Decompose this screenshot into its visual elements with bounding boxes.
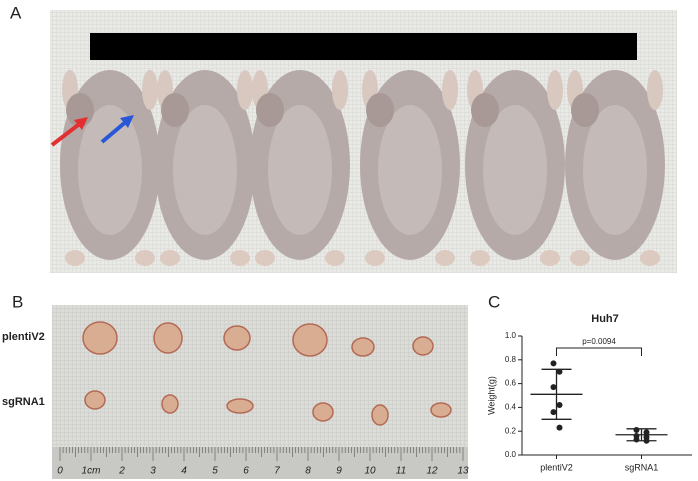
- data-point: [643, 429, 650, 436]
- y-tick-label: 0.6: [505, 379, 517, 388]
- y-axis-label: Weight(g): [486, 376, 496, 415]
- mouse-leg: [237, 70, 253, 110]
- mouse-foot: [255, 250, 275, 266]
- mouse-belly: [78, 105, 142, 235]
- mouse-belly: [483, 105, 547, 235]
- tumor: [351, 337, 375, 357]
- tumor: [412, 336, 434, 356]
- ruler-label: 6: [243, 466, 249, 477]
- panel-label: B: [12, 292, 23, 311]
- mouse-belly: [583, 105, 647, 235]
- tumor: [226, 398, 254, 414]
- arrow-head: [120, 115, 134, 128]
- ruler-label: 5: [212, 466, 218, 477]
- p-value: p=0.0094: [582, 337, 616, 346]
- row-label: plentiV2: [2, 331, 45, 343]
- photo-tumors: [52, 305, 468, 479]
- mouse-leg: [332, 70, 348, 110]
- x-tick-label: sgRNA1: [625, 462, 659, 472]
- x-tick-label: plentiV2: [540, 462, 573, 472]
- ruler-label: 8: [305, 466, 311, 477]
- tumor: [312, 402, 334, 422]
- tumor: [82, 321, 118, 355]
- ruler-label: 13: [457, 466, 469, 477]
- ruler: [52, 447, 468, 479]
- ruler-label: 4: [181, 466, 187, 477]
- photo-mice: [50, 10, 677, 273]
- mouse-foot: [470, 250, 490, 266]
- data-point: [550, 360, 557, 367]
- ruler-label: 11: [396, 466, 406, 477]
- ruler-label: 9: [336, 466, 342, 477]
- significance-bracket: [556, 347, 642, 356]
- mouse-foot: [230, 250, 250, 266]
- mouse-foot: [435, 250, 455, 266]
- tumor: [366, 93, 394, 127]
- tumor: [223, 325, 251, 351]
- mouse-leg: [442, 70, 458, 110]
- ruler-label: 12: [426, 466, 438, 477]
- tumor: [371, 404, 389, 426]
- data-point: [556, 368, 563, 375]
- mouse-foot: [365, 250, 385, 266]
- arrow-red: [50, 120, 84, 147]
- data-point: [633, 436, 640, 443]
- ruler-label: 7: [274, 466, 280, 477]
- mouse-foot: [325, 250, 345, 266]
- tumor: [153, 322, 183, 354]
- tumor: [430, 402, 452, 418]
- redaction-bar: [90, 33, 637, 60]
- tumor: [256, 93, 284, 127]
- data-point: [556, 424, 563, 431]
- y-tick-label: 0.8: [505, 355, 517, 364]
- panel-label: C: [488, 292, 500, 311]
- y-tick-label: 0.0: [505, 450, 517, 459]
- tumor: [292, 323, 328, 357]
- mouse-leg: [547, 70, 563, 110]
- data-point: [556, 402, 563, 409]
- mouse-belly: [173, 105, 237, 235]
- ruler-label: 10: [364, 466, 376, 477]
- arrow-blue: [100, 118, 130, 144]
- tumor: [161, 394, 179, 414]
- tumor: [161, 93, 189, 127]
- y-tick-label: 1.0: [505, 331, 517, 340]
- ruler-label: 0: [57, 466, 63, 477]
- arrow-head: [74, 117, 88, 130]
- tumor: [84, 390, 106, 410]
- ruler-label: 1cm: [82, 466, 101, 477]
- chart-title: Huh7: [591, 313, 619, 325]
- panel-label: A: [10, 3, 22, 22]
- data-point: [550, 409, 557, 416]
- mouse-foot: [570, 250, 590, 266]
- data-point: [550, 384, 557, 391]
- mouse-foot: [540, 250, 560, 266]
- y-tick-label: 0.4: [505, 403, 517, 412]
- mouse-belly: [378, 105, 442, 235]
- ruler-label: 3: [150, 466, 156, 477]
- y-tick-label: 0.2: [505, 426, 517, 435]
- ruler-label: 2: [118, 466, 125, 477]
- mouse-leg: [647, 70, 663, 110]
- tumor: [571, 93, 599, 127]
- mouse-leg: [142, 70, 158, 110]
- row-label: sgRNA1: [2, 396, 45, 408]
- mouse-foot: [135, 250, 155, 266]
- mouse-foot: [65, 250, 85, 266]
- mouse-belly: [268, 105, 332, 235]
- data-point: [633, 427, 640, 434]
- tumor: [471, 93, 499, 127]
- mouse-foot: [160, 250, 180, 266]
- mouse-foot: [640, 250, 660, 266]
